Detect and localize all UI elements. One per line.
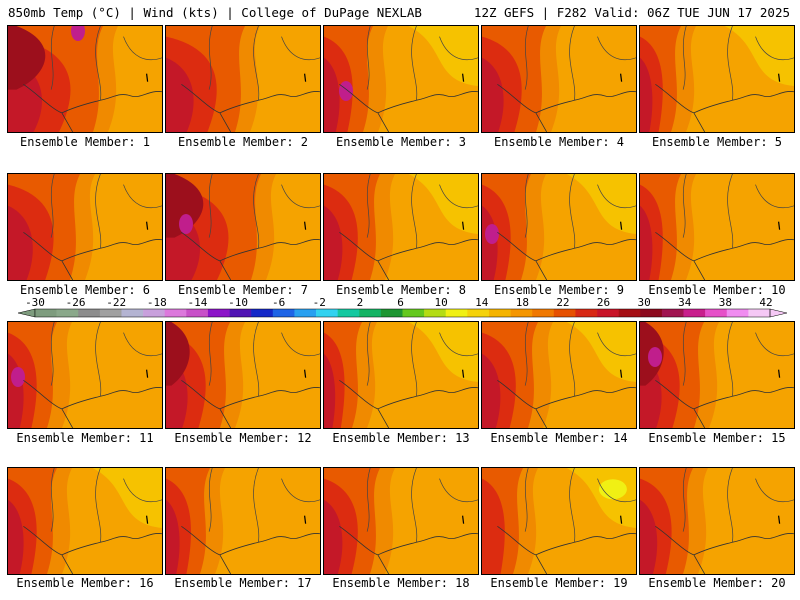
ensemble-member-label: Ensemble Member: 18: [332, 576, 470, 590]
ensemble-map-panel: [323, 321, 479, 429]
colorbar-tick-label: -18: [146, 296, 167, 309]
colorbar-tick-label: -6: [272, 296, 286, 309]
colorbar-swatch: [78, 309, 101, 317]
ensemble-member-label: Ensemble Member: 7: [177, 283, 309, 297]
colorbar-swatch: [164, 309, 187, 317]
colorbar-swatch: [380, 309, 403, 317]
colorbar-swatch: [56, 309, 79, 317]
ensemble-member-label: Ensemble Member: 15: [648, 431, 786, 445]
ensemble-map-panel: [481, 25, 637, 133]
ensemble-map-panel: [7, 467, 163, 575]
colorbar-swatch: [294, 309, 317, 317]
colorbar-swatch: [99, 309, 122, 317]
colorbar-tick-label: -22: [106, 296, 127, 309]
colorbar-swatch: [359, 309, 382, 317]
ensemble-map-panel: [165, 467, 321, 575]
colorbar-tick-label: -2: [312, 296, 326, 309]
colorbar-tick-label: 22: [556, 296, 570, 309]
ensemble-member-label: Ensemble Member: 4: [493, 135, 625, 149]
colorbar-tick-label: 6: [397, 296, 404, 309]
header-title: 850mb Temp (°C) | Wind (kts) | College o…: [8, 5, 422, 20]
colorbar-tick-label: 34: [678, 296, 692, 309]
ensemble-map-panel: [165, 321, 321, 429]
ensemble-map-panel: [323, 467, 479, 575]
ensemble-map-panel: [7, 25, 163, 133]
colorbar-tick-label: 30: [637, 296, 651, 309]
ensemble-member-label: Ensemble Member: 13: [332, 431, 470, 445]
ensemble-map-panel: [165, 25, 321, 133]
colorbar-swatch: [251, 309, 274, 317]
colorbar-tick-label: 10: [434, 296, 448, 309]
colorbar-swatch: [510, 309, 533, 317]
ensemble-member-label: Ensemble Member: 6: [19, 283, 151, 297]
ensemble-map-panel: [323, 25, 479, 133]
header-valid-time: 12Z GEFS | F282 Valid: 06Z TUE JUN 17 20…: [473, 5, 790, 20]
colorbar-tick-label: -10: [228, 296, 248, 309]
colorbar-labels: -30 -26 -22 -18 -14 -10 -6 -2 2 6 10 14 18 22 26 30 34 38…: [0, 296, 800, 309]
ensemble-map-panel: [481, 321, 637, 429]
ensemble-map-panel: [165, 173, 321, 281]
colorbar-swatch: [143, 309, 166, 317]
ensemble-member-label: Ensemble Member: 11: [16, 431, 154, 445]
ensemble-map-panel: [7, 321, 163, 429]
colorbar-swatch: [445, 309, 468, 317]
ensemble-member-label: Ensemble Member: 19: [490, 576, 628, 590]
ensemble-member-label: Ensemble Member: 14: [490, 431, 628, 445]
colorbar-tick-label: -30: [25, 296, 45, 309]
colorbar-swatch: [337, 309, 360, 317]
colorbar-swatch: [532, 309, 555, 317]
ensemble-member-label: Ensemble Member: 17: [174, 576, 312, 590]
ensemble-member-label: Ensemble Member: 16: [16, 576, 154, 590]
colorbar-tick-label: 18: [515, 296, 529, 309]
colorbar-swatch: [488, 309, 511, 317]
ensemble-map-panel: [481, 173, 637, 281]
colorbar-tick-label: -14: [187, 296, 208, 309]
colorbar-swatch: [316, 309, 338, 317]
colorbar-swatch: [683, 309, 706, 317]
colorbar-swatch: [661, 309, 684, 317]
colorbar-arrow-right: [769, 308, 788, 318]
ensemble-member-label: Ensemble Member: 12: [174, 431, 312, 445]
colorbar-swatch: [186, 309, 209, 317]
colorbar-tick-label: 14: [475, 296, 489, 309]
ensemble-member-label: Ensemble Member: 3: [335, 135, 467, 149]
colorbar-tick-label: 42: [759, 296, 773, 309]
ensemble-member-label: Ensemble Member: 8: [335, 283, 467, 297]
ensemble-map-panel: [7, 173, 163, 281]
ensemble-member-label: Ensemble Member: 10: [648, 283, 786, 297]
ensemble-map-panel: [639, 467, 795, 575]
colorbar-swatch: [35, 309, 57, 317]
colorbar-swatch: [402, 309, 425, 317]
colorbar-swatch: [553, 309, 576, 317]
ensemble-map-panel: [639, 321, 795, 429]
colorbar-swatch: [575, 309, 598, 317]
ensemble-member-label: Ensemble Member: 20: [648, 576, 786, 590]
colorbar-swatch: [640, 309, 663, 317]
temperature-colorbar: [17, 308, 788, 318]
ensemble-member-label: Ensemble Member: 9: [493, 283, 625, 297]
ensemble-map-panel: [323, 173, 479, 281]
ensemble-map-panel: [639, 25, 795, 133]
colorbar-swatch: [748, 309, 771, 317]
colorbar-tick-label: 26: [596, 296, 611, 309]
colorbar-swatch: [726, 309, 749, 317]
colorbar-tick-label: 38: [718, 296, 732, 309]
colorbar-swatch: [618, 309, 641, 317]
ensemble-map-panel: [639, 173, 795, 281]
colorbar-tick-label: -26: [65, 296, 86, 309]
colorbar-swatch: [272, 309, 295, 317]
colorbar-swatch: [121, 309, 144, 317]
ensemble-map-panel: [481, 467, 637, 575]
ensemble-member-label: Ensemble Member: 5: [651, 135, 783, 149]
colorbar-swatch: [207, 309, 230, 317]
colorbar-arrow-left: [17, 308, 36, 318]
colorbar-tick-label: 2: [356, 296, 364, 309]
ensemble-member-label: Ensemble Member: 2: [177, 135, 309, 149]
colorbar-swatch: [424, 309, 447, 317]
colorbar-swatch: [597, 309, 619, 317]
colorbar-swatch: [229, 309, 252, 317]
ensemble-member-label: Ensemble Member: 1: [19, 135, 151, 149]
colorbar-swatch: [467, 309, 490, 317]
colorbar-swatch: [705, 309, 728, 317]
